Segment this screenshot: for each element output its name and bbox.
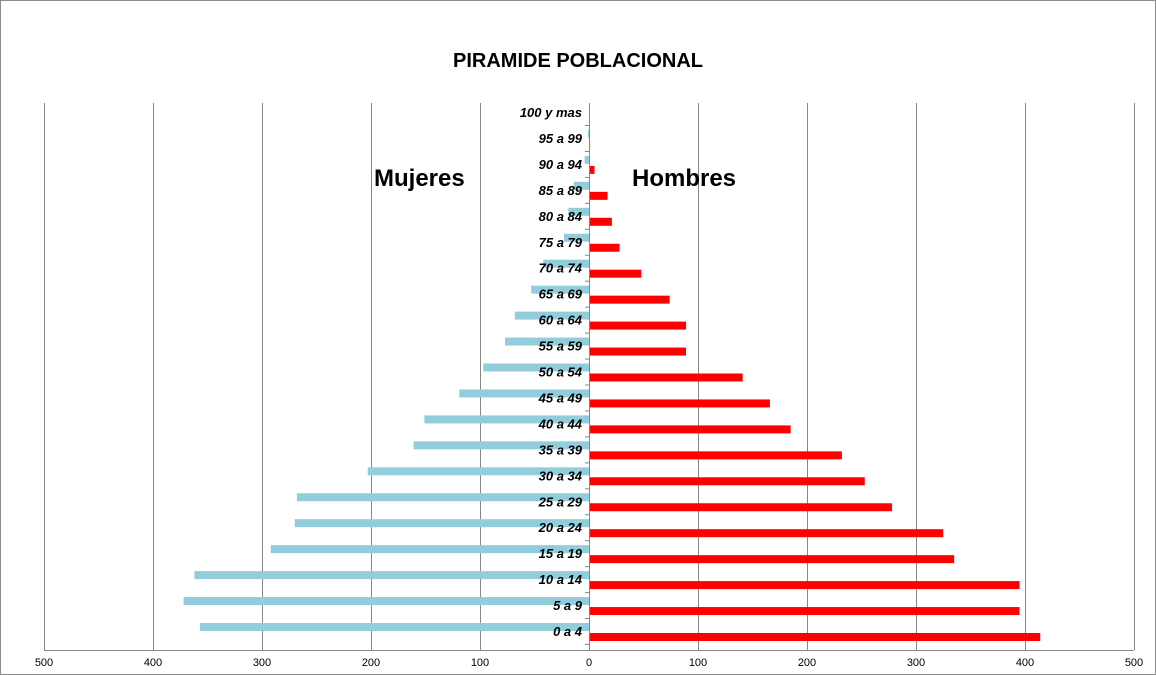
bar-hombres <box>589 347 687 356</box>
bar-hombres <box>589 425 791 434</box>
category-label: 65 a 69 <box>539 287 583 302</box>
bar-hombres <box>589 555 955 564</box>
bar-hombres <box>589 581 1020 590</box>
bar-hombres <box>589 529 944 538</box>
category-label: 100 y mas <box>520 105 582 120</box>
category-label: 75 a 79 <box>539 235 583 250</box>
bar-mujeres <box>294 519 589 528</box>
x-tick-label: 100 <box>471 657 489 669</box>
mujeres-label: Mujeres <box>374 165 465 192</box>
bar-mujeres <box>514 311 589 320</box>
category-label: 90 a 94 <box>539 157 583 172</box>
bar-hombres <box>589 633 1041 641</box>
bar-mujeres <box>483 363 589 372</box>
bar-mujeres <box>194 571 590 580</box>
x-tick-label: 500 <box>35 657 53 669</box>
category-label: 40 a 44 <box>538 416 583 431</box>
bar-mujeres <box>505 337 589 346</box>
bar-hombres <box>589 295 670 304</box>
bar-mujeres <box>563 233 589 242</box>
x-tick-label: 300 <box>907 657 925 669</box>
bar-mujeres <box>531 285 589 294</box>
category-label: 5 a 9 <box>553 598 583 613</box>
bar-mujeres <box>584 155 589 164</box>
bar-mujeres <box>367 467 589 476</box>
x-tick-label: 0 <box>586 657 592 669</box>
bar-mujeres <box>270 545 589 554</box>
category-label: 15 a 19 <box>539 546 583 561</box>
category-label: 0 a 4 <box>553 624 583 639</box>
bar-hombres <box>589 477 865 486</box>
category-label: 95 a 99 <box>539 131 583 146</box>
category-label: 70 a 74 <box>539 261 583 276</box>
category-label: 55 a 59 <box>539 339 583 354</box>
chart-title: PIRAMIDE POBLACIONAL <box>453 50 703 72</box>
bar-mujeres <box>424 415 589 424</box>
bar-hombres <box>589 373 743 382</box>
category-label: 45 a 49 <box>538 390 583 405</box>
category-label: 60 a 64 <box>539 313 583 328</box>
bar-mujeres <box>183 597 589 606</box>
x-tick-label: 400 <box>1016 657 1034 669</box>
bar-hombres <box>589 269 642 278</box>
bar-hombres <box>589 191 608 200</box>
bar-mujeres <box>459 389 589 398</box>
hombres-label: Hombres <box>632 165 736 192</box>
category-label: 30 a 34 <box>539 468 583 483</box>
x-tick-label: 100 <box>689 657 707 669</box>
labels: 500 400 300 200 100 0 100 200 300 400 500 0 a 4 5 a … <box>35 105 1143 669</box>
bar-mujeres <box>573 181 589 190</box>
category-label: 50 a 54 <box>539 365 583 380</box>
bar-mujeres <box>413 441 589 450</box>
bar-mujeres <box>587 129 589 138</box>
bar-hombres <box>589 607 1020 616</box>
bar-hombres <box>589 217 612 226</box>
bar-mujeres <box>296 493 589 502</box>
x-tick-label: 200 <box>798 657 816 669</box>
axes <box>44 103 1134 651</box>
bar-mujeres <box>199 623 589 631</box>
category-label: 20 a 24 <box>538 520 583 535</box>
x-tick-label: 400 <box>144 657 162 669</box>
bar-hombres <box>589 321 687 330</box>
x-tick-label: 200 <box>362 657 380 669</box>
bar-hombres <box>589 243 620 252</box>
category-label: 10 a 14 <box>539 572 583 587</box>
bars <box>183 129 1041 641</box>
bar-hombres <box>589 503 893 512</box>
bar-hombres <box>589 399 770 408</box>
x-tick-label: 500 <box>1125 657 1143 669</box>
bar-mujeres <box>543 259 589 268</box>
category-label: 80 a 84 <box>539 209 583 224</box>
category-label: 85 a 89 <box>539 183 583 198</box>
category-label: 25 a 29 <box>538 494 583 509</box>
x-tick-label: 300 <box>253 657 271 669</box>
bar-hombres <box>589 451 842 460</box>
bar-mujeres <box>568 207 589 216</box>
bar-hombres <box>589 165 595 174</box>
category-label: 35 a 39 <box>539 442 583 457</box>
